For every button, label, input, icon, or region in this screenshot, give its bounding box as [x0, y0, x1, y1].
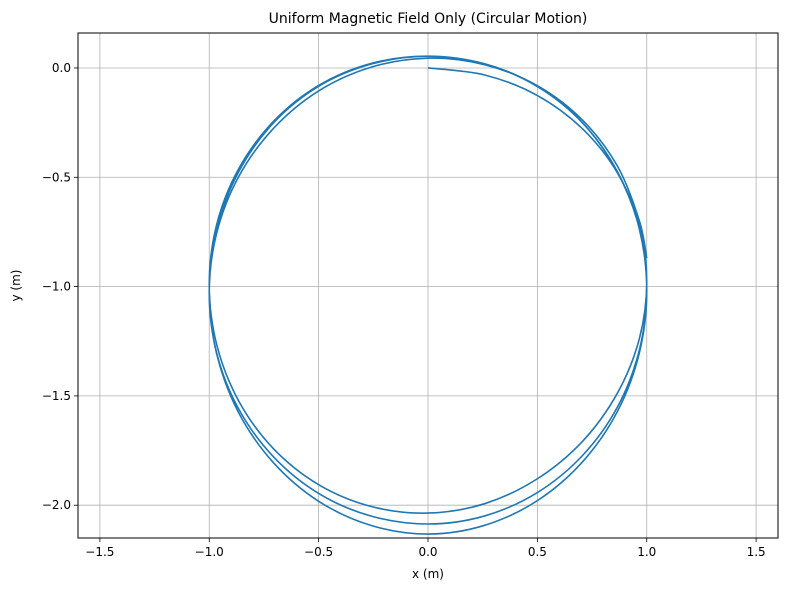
y-tick-label: −0.5 [42, 170, 71, 184]
y-axis-label: y (m) [9, 270, 23, 302]
series-line [208, 55, 648, 535]
x-tick-label: 0.5 [528, 545, 547, 559]
y-tick-label: −2.0 [42, 498, 71, 512]
series-layer [208, 55, 648, 535]
y-axis-ticks: 0.0 −0.5 −1.0 −1.5 −2.0 [42, 61, 78, 512]
y-tick-label: −1.0 [42, 280, 71, 294]
x-tick-label: 0.0 [418, 545, 437, 559]
y-tick-label: 0.0 [52, 61, 71, 75]
chart-title: Uniform Magnetic Field Only (Circular Mo… [269, 11, 588, 27]
y-tick-label: −1.5 [42, 389, 71, 403]
x-tick-label: 1.0 [637, 545, 656, 559]
x-tick-label: −1.5 [85, 545, 114, 559]
x-tick-label: −0.5 [304, 545, 333, 559]
x-axis-ticks: −1.5 −1.0 −0.5 0.0 0.5 1.0 1.5 [85, 538, 766, 559]
x-axis-label: x (m) [412, 567, 444, 581]
x-tick-label: −1.0 [195, 545, 224, 559]
x-tick-label: 1.5 [747, 545, 766, 559]
